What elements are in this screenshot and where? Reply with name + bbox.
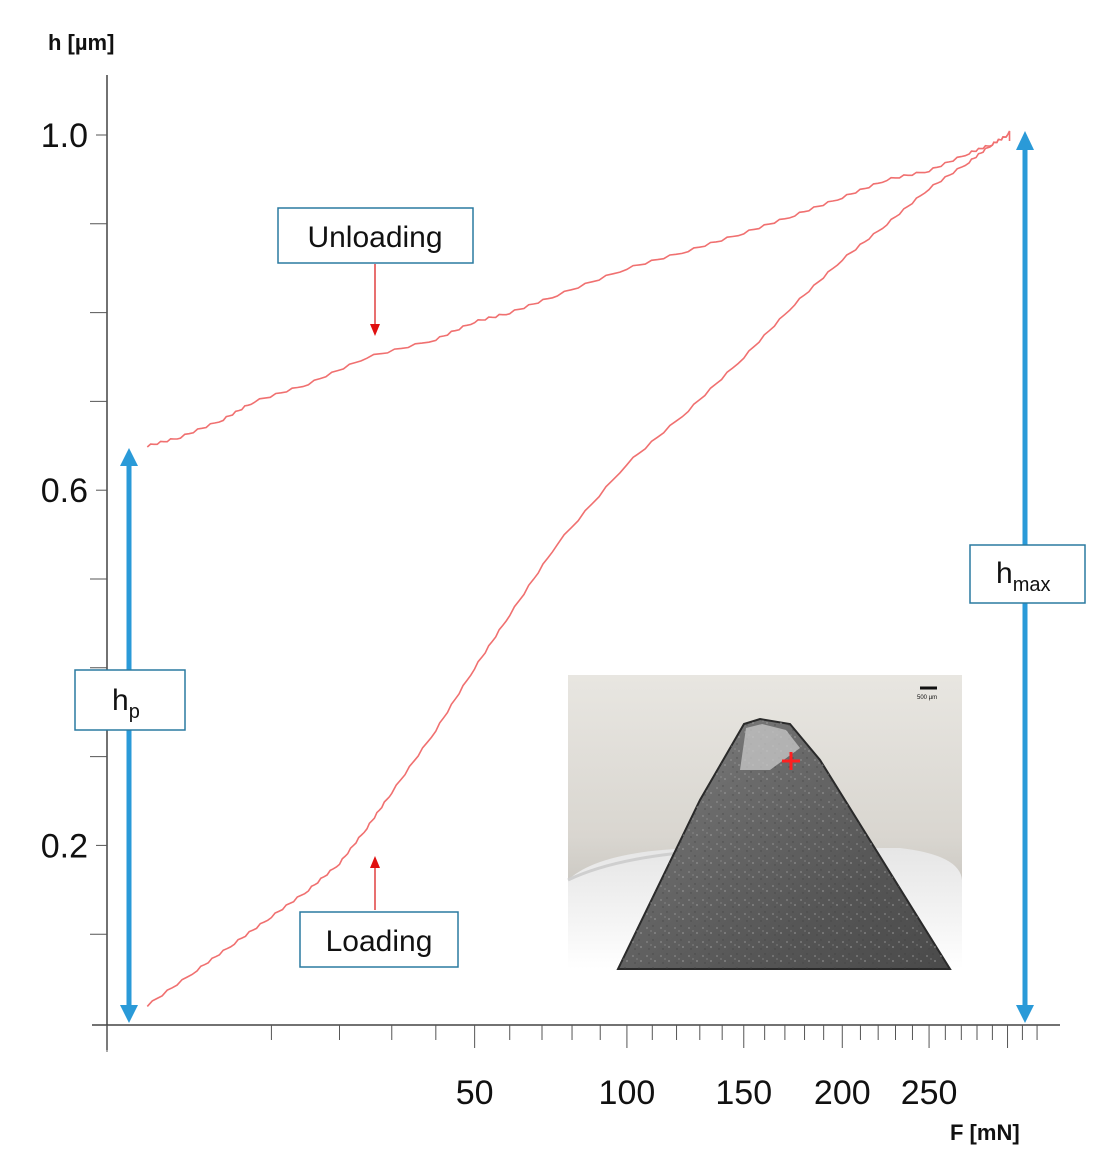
x-tick-label: 50 bbox=[456, 1074, 494, 1112]
axes: 0.2 0.6 1.0 50 100 150 200 250 h [µm] F [mN] bbox=[41, 30, 1060, 1145]
indent-marker-icon bbox=[782, 752, 800, 770]
hmax-callout: hmax bbox=[969, 544, 1086, 604]
loading-curve bbox=[146, 134, 1009, 1007]
curves bbox=[146, 130, 1011, 1007]
hmax-label: h bbox=[996, 557, 1013, 590]
hp-arrow bbox=[120, 448, 138, 1023]
inset-scale-label: 500 µm bbox=[917, 695, 937, 701]
y-tick-labels: 0.2 0.6 1.0 bbox=[41, 117, 88, 865]
hmax-sub: max bbox=[1013, 574, 1051, 596]
hp-sub: p bbox=[129, 701, 140, 723]
inset-photo: 500 µm bbox=[567, 675, 962, 970]
x-ticks bbox=[106, 1025, 1038, 1052]
unloading-label: Unloading bbox=[307, 221, 442, 254]
inset-specimen-highlight bbox=[740, 724, 800, 770]
y-tick-label: 1.0 bbox=[41, 117, 88, 155]
unloading-callout: Unloading bbox=[277, 207, 474, 336]
y-minor-ticks bbox=[90, 134, 107, 935]
unloading-curve bbox=[146, 134, 1009, 448]
peak-hook bbox=[1006, 130, 1011, 141]
y-tick-label: 0.2 bbox=[41, 827, 88, 865]
hp-label: h bbox=[112, 684, 129, 717]
svg-text:hp: hp bbox=[112, 684, 140, 723]
unloading-pointer-head bbox=[370, 324, 380, 336]
x-tick-label: 150 bbox=[715, 1074, 772, 1112]
hp-callout: hp bbox=[74, 669, 186, 731]
x-tick-label: 250 bbox=[901, 1074, 958, 1112]
y-tick-label: 0.6 bbox=[41, 472, 88, 510]
loading-pointer-head bbox=[370, 856, 380, 868]
x-tick-labels: 50 100 150 200 250 bbox=[456, 1074, 958, 1112]
loading-callout: Loading bbox=[299, 856, 459, 968]
x-axis-label: F [mN] bbox=[950, 1120, 1020, 1145]
x-tick-label: 200 bbox=[814, 1074, 871, 1112]
loading-label: Loading bbox=[326, 925, 433, 958]
y-axis-label: h [µm] bbox=[48, 30, 114, 55]
inset-specimen-texture bbox=[618, 719, 950, 969]
x-tick-label: 100 bbox=[599, 1074, 656, 1112]
svg-text:hmax: hmax bbox=[996, 557, 1050, 596]
